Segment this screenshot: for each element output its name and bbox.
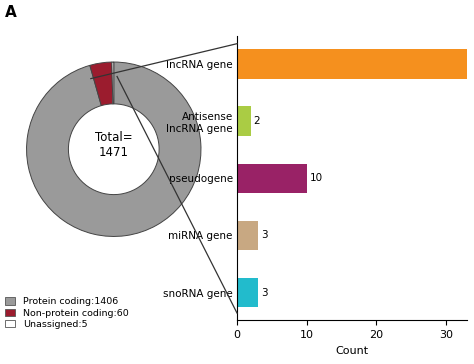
Bar xyxy=(237,278,258,308)
Bar xyxy=(237,163,307,193)
Bar xyxy=(237,221,258,250)
Wedge shape xyxy=(112,62,114,104)
Wedge shape xyxy=(27,62,201,237)
Text: 3: 3 xyxy=(261,288,267,297)
Text: 3: 3 xyxy=(261,230,267,241)
X-axis label: Count: Count xyxy=(336,345,368,356)
Text: Total=
1471: Total= 1471 xyxy=(95,131,133,159)
Legend: Protein coding:1406, Non-protein coding:60, Unassigned:5: Protein coding:1406, Non-protein coding:… xyxy=(5,297,128,329)
Text: 2: 2 xyxy=(254,116,260,126)
Wedge shape xyxy=(90,62,113,106)
Bar xyxy=(237,49,474,79)
Bar xyxy=(237,106,251,136)
Text: A: A xyxy=(5,5,17,20)
Text: 10: 10 xyxy=(310,173,323,183)
